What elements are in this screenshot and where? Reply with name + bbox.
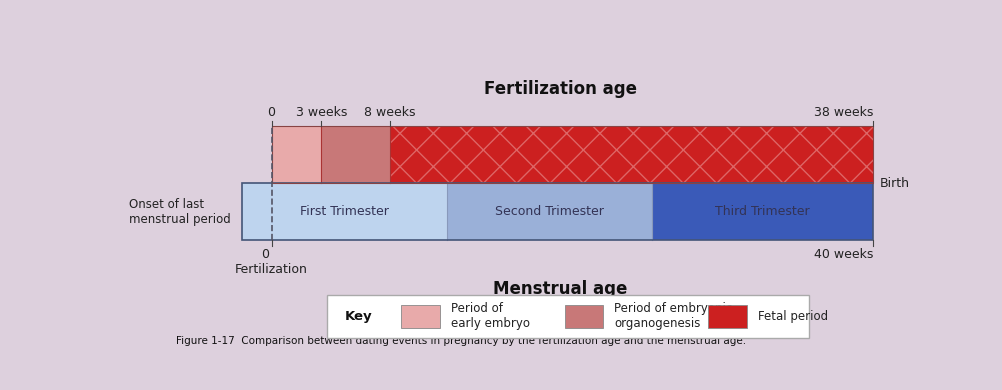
Text: Birth: Birth (879, 177, 909, 190)
Text: Second Trimester: Second Trimester (495, 206, 603, 218)
Text: Period of
early embryo: Period of early embryo (451, 302, 529, 330)
Text: 40 weeks: 40 weeks (813, 248, 873, 261)
Text: 0: 0 (268, 106, 276, 119)
Text: Menstrual age: Menstrual age (493, 280, 627, 298)
Bar (272, 126, 321, 183)
Bar (241, 183, 873, 241)
Text: 0: 0 (262, 248, 269, 261)
Text: First Trimester: First Trimester (300, 206, 389, 218)
Text: Onset of last
menstrual period: Onset of last menstrual period (129, 198, 230, 226)
Bar (321, 126, 390, 183)
Text: Key: Key (345, 310, 372, 323)
Text: 38 weeks: 38 weeks (813, 106, 873, 119)
Bar (447, 183, 651, 241)
Text: Fertilization: Fertilization (234, 263, 308, 276)
Text: 8 weeks: 8 weeks (364, 106, 415, 119)
Text: 3 weeks: 3 weeks (296, 106, 347, 119)
Bar (651, 183, 873, 241)
Bar (241, 183, 447, 241)
Bar (707, 305, 746, 328)
Bar (327, 294, 809, 338)
Bar (564, 305, 603, 328)
Text: Figure 1-17  Comparison between dating events in pregnancy by the fertilization : Figure 1-17 Comparison between dating ev… (175, 336, 745, 346)
Text: Fetal period: Fetal period (758, 310, 828, 323)
Bar (390, 126, 873, 183)
Bar (390, 126, 873, 183)
Text: Fertilization age: Fertilization age (484, 80, 636, 98)
Bar (272, 126, 873, 183)
Bar (401, 305, 440, 328)
Text: Period of embryonic
organogenesis: Period of embryonic organogenesis (613, 302, 731, 330)
Text: Third Trimester: Third Trimester (714, 206, 810, 218)
